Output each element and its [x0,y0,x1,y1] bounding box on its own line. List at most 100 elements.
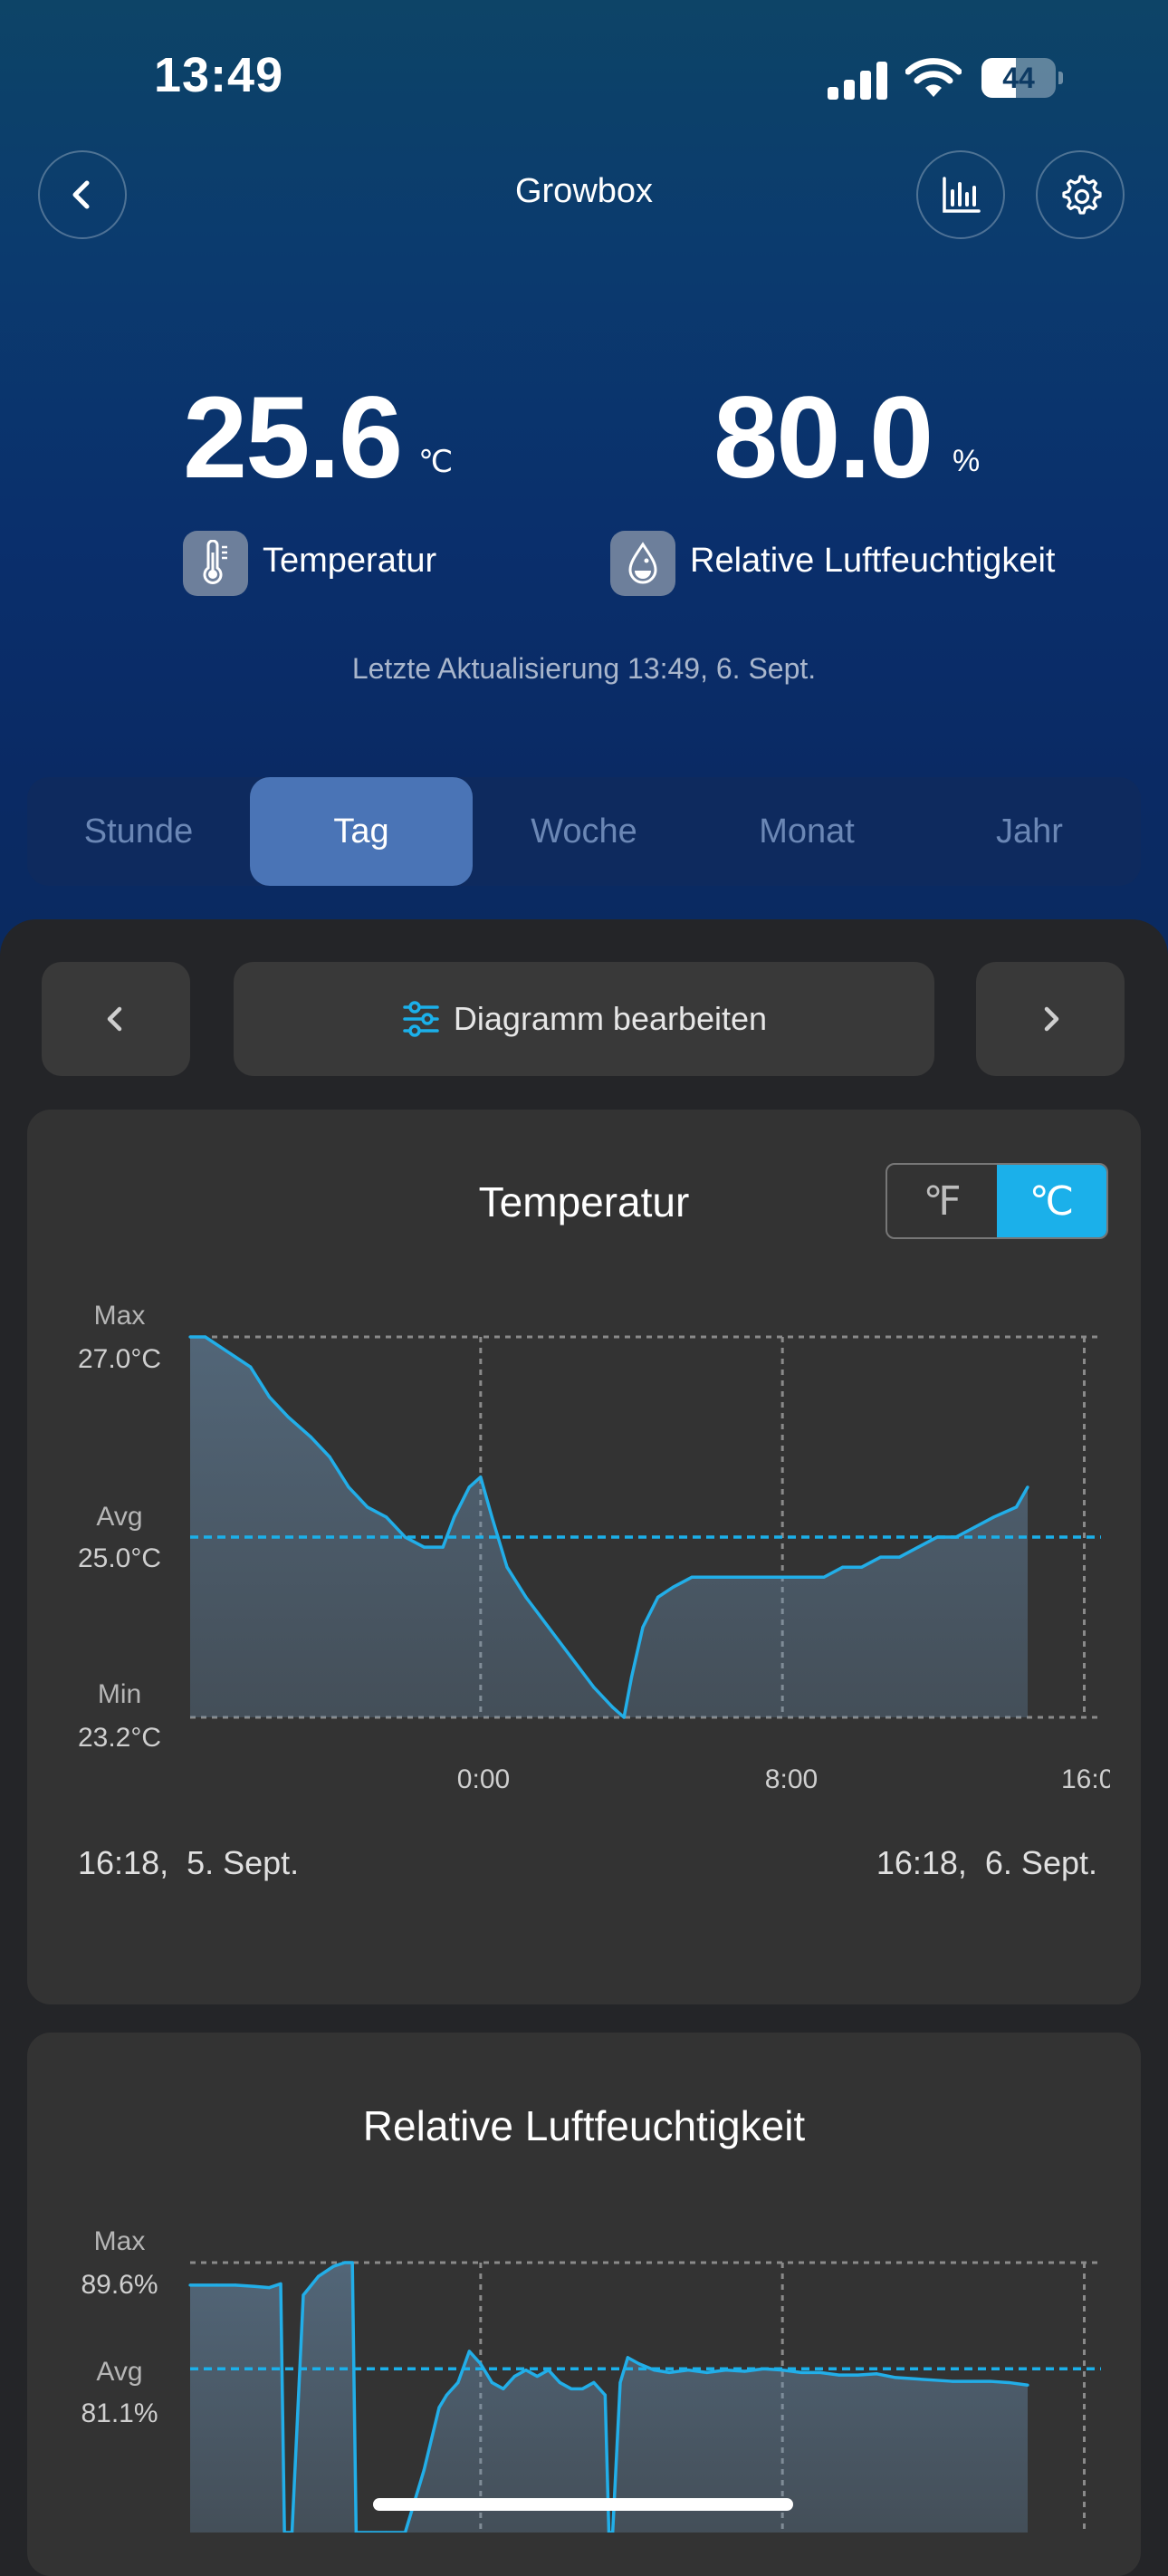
temp-max-label: Max [93,1301,146,1331]
hum-data-point [626,2356,629,2360]
hum-data-point [686,2369,690,2372]
hum-data-point [742,2369,747,2373]
temp-data-point [385,1515,388,1519]
hum-data-point [856,2373,860,2377]
temp-data-point [204,1335,207,1339]
hum-area-fill [190,2263,1028,2533]
tab-monat[interactable]: Monat [759,812,855,851]
temp-data-point [479,1475,483,1479]
hum-data-point [1007,2380,1010,2385]
humidity-chart-title: Relative Luftfeuchtigkeit [362,2102,806,2149]
temp-data-point [267,1395,272,1399]
hum-data-point [350,2261,354,2264]
temp-area-fill [190,1337,1028,1717]
temp-max-value: 27.0°C [77,1344,162,1374]
hum-data-point [535,2374,539,2379]
tab-tag[interactable]: Tag [250,777,473,886]
hum-data-point [951,2379,954,2383]
hum-data-point [603,2393,607,2397]
temp-data-point [897,1555,901,1559]
settings-button[interactable] [1036,150,1125,239]
hum-data-point [705,2370,709,2375]
temp-data-point [728,1575,732,1579]
hum-data-point [317,2274,321,2278]
hum-data-point [580,2387,584,2390]
temp-data-point [422,1545,426,1549]
temp-data-point [467,1485,471,1489]
temp-data-point [347,1485,350,1489]
hum-data-point [302,2293,305,2297]
hum-data-point [667,2370,671,2375]
hum-avg-label: Avg [96,2357,143,2387]
temp-data-point [822,1575,826,1579]
thermometer-icon [203,540,227,584]
temp-avg-value: 25.0°C [77,1543,162,1573]
temp-min-label: Min [97,1679,142,1709]
x-tick-16-label: 16:00 [1061,1764,1110,1794]
hum-data-point [253,2284,256,2288]
edit-chart-button[interactable]: Diagramm bearbeiten [234,962,934,1076]
temp-data-point [505,1565,509,1569]
temp-data-point [547,1625,550,1629]
temp-data-point [641,1625,645,1629]
hum-data-point [512,2374,516,2379]
hum-data-point [422,2468,426,2472]
temp-data-point [860,1565,864,1569]
hum-data-point [894,2376,897,2379]
temp-data-point [629,1676,634,1679]
unit-fahrenheit[interactable]: ℉ [923,1178,962,1224]
bar-chart-icon [943,177,981,213]
temp-data-point [973,1525,977,1529]
hum-data-point [467,2350,471,2353]
previous-period-button[interactable] [42,962,190,1076]
tab-woche[interactable]: Woche [531,812,637,851]
temp-data-point [234,1355,237,1359]
edit-chart-label: Diagramm bearbeiten [453,1000,768,1037]
humidity-value: 80.0 [713,373,933,503]
temp-data-point [690,1575,694,1579]
x-tick-0: 0:00 [456,1764,511,1794]
temp-data-point [878,1555,883,1559]
unit-toggle[interactable]: ℉ ℃ [886,1163,1108,1239]
hum-data-point [932,2379,935,2382]
statistics-button[interactable] [916,150,1005,239]
signal-icon [828,60,889,104]
battery-icon: 44 [981,58,1063,98]
humidity-chart [188,2261,1101,2533]
temp-data-point [656,1595,660,1599]
temp-data-point [403,1535,407,1539]
hum-data-point [1026,2383,1029,2387]
temp-data-point [784,1575,788,1579]
hum-data-point [188,2283,192,2287]
temp-data-point [366,1505,369,1509]
water-drop-icon [628,542,657,584]
hum-data-point [456,2380,460,2385]
temperature-badge [183,531,248,596]
next-period-button[interactable] [976,962,1125,1076]
temp-data-point [309,1435,312,1439]
back-button[interactable] [38,150,127,239]
x-tick-16: 16:00 [1061,1764,1110,1795]
hum-data-point [279,2282,282,2286]
hum-data-point [343,2261,347,2264]
period-tabs: Stunde Tag Woche Monat Jahr [27,777,1141,886]
hum-data-point [913,2377,916,2380]
chevron-right-icon [1044,1006,1059,1032]
temp-data-point [286,1415,290,1419]
hum-data-point [570,2387,573,2390]
tab-stunde[interactable]: Stunde [83,812,194,851]
temp-data-point [765,1575,770,1579]
temp-data-point [218,1345,222,1349]
tab-jahr[interactable]: Jahr [996,812,1063,851]
temp-data-point [453,1515,456,1519]
hum-max-value: 89.6% [81,2270,158,2300]
temp-avg-label: Avg [96,1502,143,1532]
hum-data-point [819,2370,822,2375]
temp-data-point [249,1365,253,1369]
temp-data-point [841,1565,845,1569]
temperature-chart [188,1335,1101,1719]
home-indicator [373,2498,793,2511]
hum-data-point [969,2379,973,2383]
unit-celsius[interactable]: ℃ [997,1165,1106,1237]
hum-data-point [875,2372,878,2376]
